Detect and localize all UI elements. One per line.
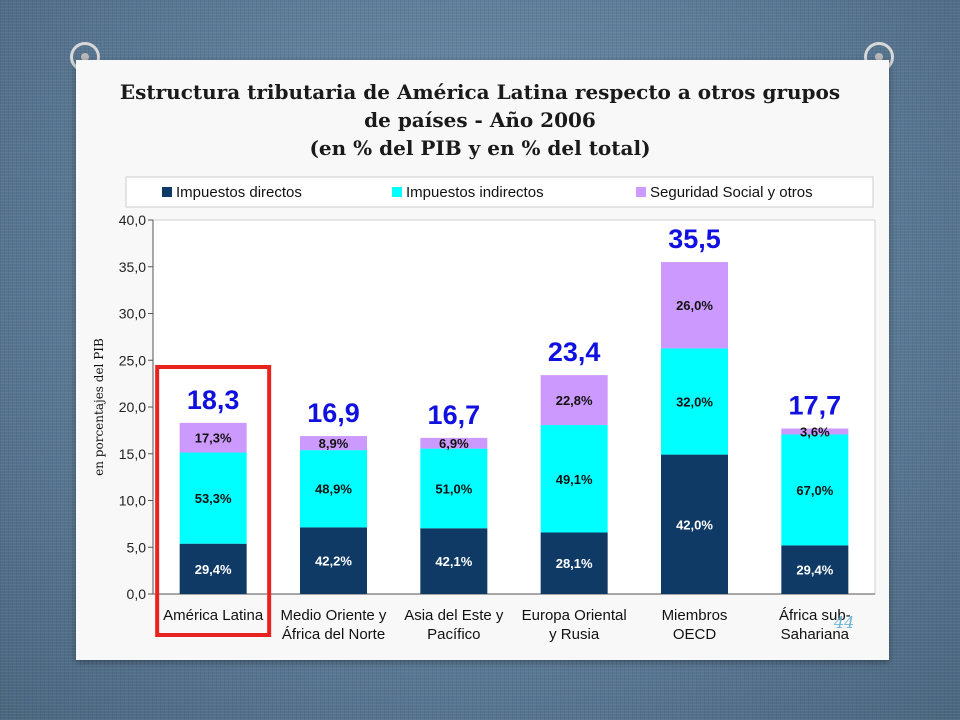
share-label: 42,2%	[315, 554, 352, 569]
share-label: 32,0%	[676, 394, 713, 409]
category-label: África sub-	[779, 607, 851, 624]
title-line-2: de países - Año 2006	[364, 108, 596, 132]
bar-segment	[540, 425, 608, 533]
title-line-1: Estructura tributaria de América Latina …	[119, 80, 841, 104]
share-label: 29,4%	[195, 562, 232, 577]
share-label: 42,1%	[435, 554, 472, 569]
category-label: y Rusia	[549, 626, 600, 643]
category-label: Medio Oriente y	[281, 607, 387, 624]
share-label: 29,4%	[796, 563, 833, 578]
y-tick-label: 10,0	[119, 493, 146, 509]
bar-segment	[661, 348, 728, 455]
total-label: 23,4	[548, 337, 601, 367]
y-tick-label: 20,0	[119, 399, 146, 415]
share-label: 22,8%	[556, 393, 593, 408]
total-label: 18,3	[187, 385, 240, 415]
bar-segment	[179, 452, 247, 544]
category-label: Sahariana	[781, 626, 850, 643]
category-label: OECD	[673, 626, 717, 643]
category-label: Pacífico	[427, 626, 480, 643]
bar-segment	[420, 448, 488, 529]
y-axis-label: en porcentajes del PIB	[92, 338, 106, 476]
bar-segment	[300, 436, 367, 451]
bar-segment	[300, 450, 367, 528]
bar-segment	[781, 545, 849, 594]
share-label: 26,0%	[676, 298, 713, 313]
legend-box	[125, 176, 874, 208]
bar-segment	[420, 437, 488, 449]
y-tick-label: 5,0	[127, 539, 147, 555]
y-tick-label: 25,0	[119, 352, 146, 368]
legend-swatch	[162, 187, 172, 197]
bar-segment	[540, 532, 608, 594]
total-label: 35,5	[668, 224, 721, 254]
legend-label: Impuestos indirectos	[406, 184, 544, 201]
share-label: 51,0%	[435, 481, 472, 496]
total-label: 16,7	[428, 400, 481, 430]
bar-segment	[781, 434, 849, 546]
category-label: Europa Oriental	[522, 607, 627, 624]
share-label: 3,6%	[800, 424, 830, 439]
legend-swatch	[392, 187, 402, 197]
y-tick-label: 0,0	[127, 586, 147, 602]
legend-label: Impuestos directos	[176, 184, 302, 201]
legend-swatch	[636, 187, 646, 197]
share-label: 28,1%	[556, 556, 593, 571]
category-label: América Latina	[163, 607, 264, 624]
plot-area	[152, 219, 876, 595]
total-label: 17,7	[789, 391, 842, 421]
share-label: 8,9%	[319, 436, 349, 451]
share-label: 42,0%	[676, 517, 713, 532]
page-number: 44	[834, 613, 855, 632]
category-label: Miembros	[662, 607, 728, 624]
share-label: 67,0%	[796, 483, 833, 498]
bar-segment	[661, 454, 728, 594]
share-label: 48,9%	[315, 482, 352, 497]
y-tick-label: 15,0	[119, 446, 146, 462]
slide-title: Estructura tributaria de América Latina …	[100, 78, 860, 162]
share-label: 6,9%	[439, 436, 469, 451]
y-tick-label: 40,0	[119, 212, 146, 228]
share-label: 17,3%	[195, 431, 232, 446]
y-tick-label: 30,0	[119, 306, 146, 322]
share-label: 49,1%	[556, 472, 593, 487]
title-line-3: (en % del PIB y en % del total)	[309, 136, 651, 160]
category-label: Asia del Este y	[404, 607, 504, 624]
category-label: África del Norte	[282, 626, 385, 643]
bar-segment	[781, 428, 849, 435]
highlight-box	[155, 365, 272, 637]
bar-segment	[661, 262, 728, 349]
total-label: 16,9	[307, 398, 360, 428]
bar-segment	[179, 422, 247, 453]
bar-segment	[300, 527, 367, 594]
bar-segment	[179, 543, 247, 594]
legend-label: Seguridad Social y otros	[650, 184, 813, 201]
share-label: 53,3%	[195, 491, 232, 506]
y-tick-label: 35,0	[119, 259, 146, 275]
bar-segment	[540, 375, 608, 426]
bar-segment	[420, 528, 488, 594]
